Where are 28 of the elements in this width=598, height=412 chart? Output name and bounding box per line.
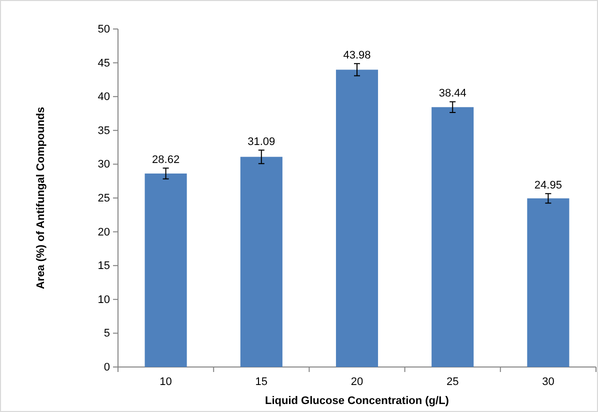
y-axis-title: Area (%) of Antifungal Compounds (35, 106, 47, 290)
y-tick-label: 30 (98, 158, 110, 171)
y-tick-label: 5 (104, 328, 110, 340)
data-label: 28.62 (152, 154, 180, 166)
x-tick-label: 30 (542, 376, 554, 388)
x-tick-label: 20 (350, 376, 364, 388)
x-tick-label: 10 (160, 376, 172, 388)
data-label: 43.98 (343, 50, 371, 62)
y-tick-label: 45 (98, 57, 110, 70)
y-tick-label: 20 (98, 226, 110, 238)
x-axis-title: Liquid Glucose Concentration (g/L) (265, 395, 450, 407)
y-tick-label: 35 (98, 124, 110, 137)
bar (527, 198, 570, 367)
y-tick-label: 50 (98, 24, 110, 36)
bar (144, 174, 187, 367)
y-tick-label: 0 (104, 362, 110, 374)
bar (240, 156, 282, 367)
bar (432, 107, 474, 367)
x-tick-label: 25 (446, 376, 459, 388)
y-tick-label: 25 (98, 192, 110, 205)
data-label: 31.09 (248, 136, 276, 148)
y-tick-label: 15 (98, 260, 110, 272)
y-tick-label: 10 (98, 294, 110, 306)
x-tick-label: 15 (255, 376, 268, 388)
data-label: 38.44 (438, 88, 466, 100)
bar (336, 70, 378, 367)
data-label: 24.95 (534, 180, 562, 192)
y-tick-label: 40 (98, 91, 110, 104)
